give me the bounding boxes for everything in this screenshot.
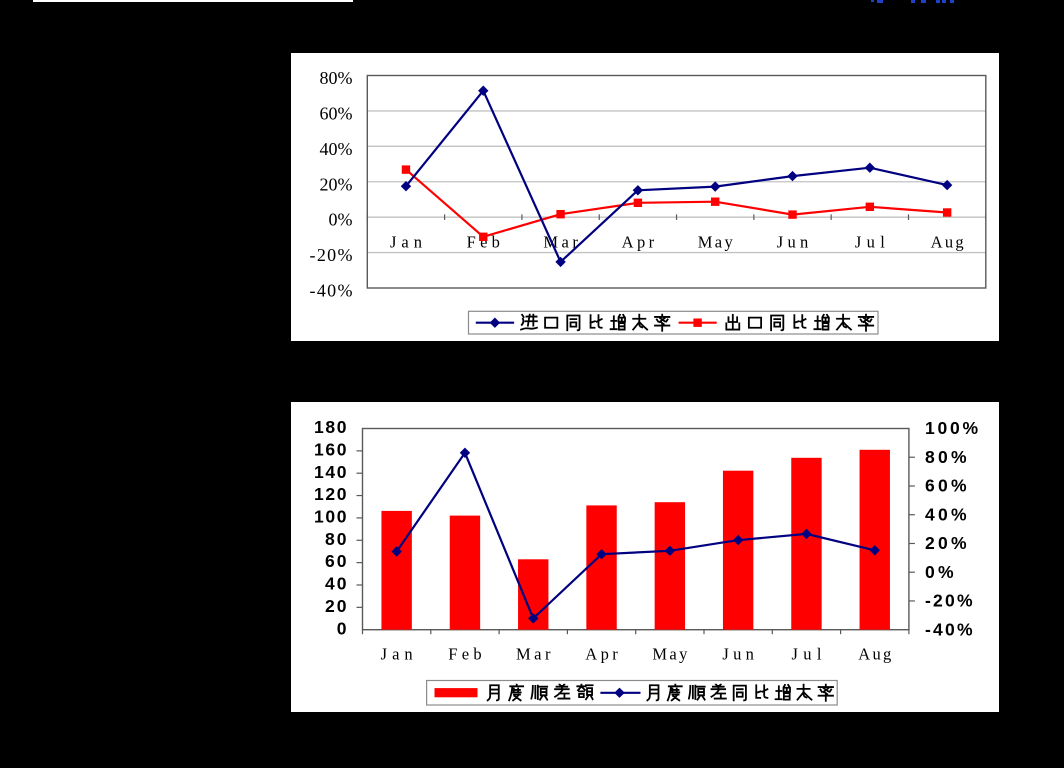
svg-text:80: 80 [325, 528, 347, 548]
svg-text:180: 180 [314, 417, 347, 437]
svg-text:60%: 60% [925, 475, 967, 495]
svg-text:60%: 60% [320, 103, 353, 123]
svg-text:Aug: Aug [858, 644, 891, 663]
svg-text:Jun: Jun [722, 644, 754, 663]
svg-text:140: 140 [314, 461, 347, 481]
svg-text:May: May [652, 644, 688, 663]
svg-text:40%: 40% [320, 139, 353, 159]
svg-text:-20%: -20% [925, 590, 973, 610]
svg-text:80%: 80% [320, 68, 353, 88]
svg-text:0%: 0% [329, 210, 353, 230]
svg-text:40: 40 [325, 573, 347, 593]
svg-text:Jun: Jun [777, 233, 809, 252]
svg-text:Feb: Feb [448, 644, 481, 663]
svg-text:-20%: -20% [310, 245, 353, 265]
svg-text:120: 120 [314, 484, 347, 504]
svg-text:100%: 100% [925, 418, 978, 438]
svg-text:160: 160 [314, 439, 347, 459]
svg-text:Jan: Jan [390, 233, 422, 252]
svg-text:100: 100 [314, 506, 347, 526]
svg-text:Apr: Apr [585, 644, 618, 663]
svg-text:20%: 20% [925, 533, 967, 553]
svg-text:20%: 20% [320, 174, 353, 194]
svg-text:May: May [698, 233, 734, 252]
svg-text:40%: 40% [925, 504, 967, 524]
svg-text:Feb: Feb [467, 233, 500, 252]
svg-text:80%: 80% [925, 446, 967, 466]
svg-text:Jul: Jul [791, 644, 821, 663]
svg-text:20: 20 [325, 595, 347, 615]
svg-text:Apr: Apr [622, 233, 655, 252]
svg-text:Jul: Jul [855, 233, 885, 252]
svg-text:-40%: -40% [310, 281, 353, 301]
svg-text:Jan: Jan [381, 644, 413, 663]
svg-text:0%: 0% [925, 561, 954, 581]
svg-text:Mar: Mar [516, 644, 551, 663]
svg-text:Aug: Aug [931, 233, 964, 252]
svg-text:0: 0 [337, 618, 347, 638]
svg-text:60: 60 [325, 551, 347, 571]
svg-text:-40%: -40% [925, 619, 973, 639]
